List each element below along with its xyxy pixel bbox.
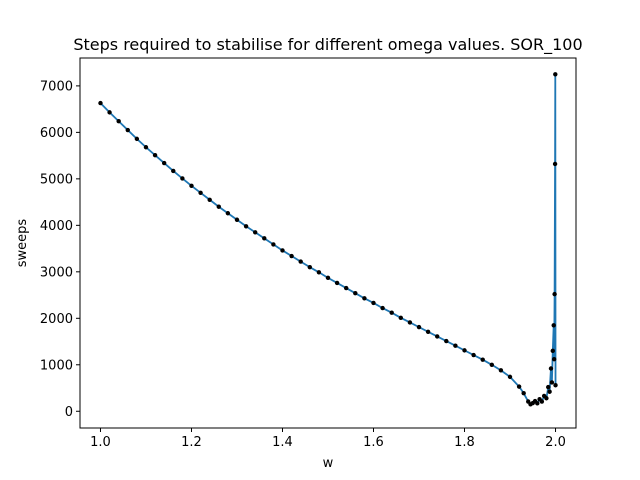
data-point (552, 161, 558, 167)
y-tick-label: 1000 (40, 358, 73, 373)
data-point (480, 357, 485, 362)
data-point (552, 291, 557, 297)
data-point (425, 329, 431, 334)
data-point (353, 291, 358, 296)
data-point (180, 176, 185, 181)
data-point (398, 315, 404, 321)
data-point (444, 338, 449, 344)
x-tick-label: 1.2 (181, 435, 202, 450)
data-point (546, 384, 551, 390)
data-point (271, 242, 276, 247)
data-point (548, 366, 554, 371)
data-point (453, 343, 458, 348)
data-point (216, 204, 221, 209)
x-tick-label: 1.8 (454, 435, 475, 450)
data-point (161, 160, 167, 166)
data-point (362, 296, 367, 301)
data-point (489, 362, 495, 367)
y-tick-label: 7000 (40, 79, 73, 94)
x-tick-label: 1.6 (363, 435, 384, 450)
y-tick-label: 0 (65, 405, 73, 420)
data-point (107, 110, 112, 115)
data-point (116, 119, 121, 124)
axis-ticks: 1.0 1.2 1.4 1.6 1.8 2.0 0 1000 2000 3000 4000 5000 6… (40, 79, 566, 450)
data-point (198, 190, 203, 195)
y-tick-label: 5000 (40, 172, 73, 187)
x-tick-label: 1.0 (90, 435, 111, 450)
data-point (225, 211, 231, 216)
data-point (134, 136, 140, 142)
data-point (551, 357, 557, 362)
x-axis-label: w (323, 456, 334, 471)
data-point (471, 352, 476, 358)
data-point (189, 183, 194, 189)
data-point (551, 323, 556, 328)
data-point (553, 383, 558, 388)
data-point (371, 300, 376, 306)
data-point (535, 401, 540, 406)
chart-title: Steps required to stabilise for differen… (73, 35, 582, 55)
data-point (243, 224, 249, 229)
data-point (416, 324, 422, 330)
data-point (262, 236, 267, 241)
y-tick-label: 6000 (40, 126, 73, 141)
data-point (125, 127, 130, 133)
data-point (316, 270, 322, 275)
data-point (98, 100, 103, 106)
data-point (550, 348, 555, 354)
data-point (207, 197, 212, 202)
x-tick-label: 1.4 (272, 435, 293, 450)
data-point (435, 334, 440, 339)
data-point (234, 217, 240, 222)
axes-frame (79, 57, 577, 429)
data-point (521, 390, 526, 396)
data-point (544, 396, 549, 401)
x-tick-label: 2.0 (545, 435, 566, 450)
data-point (389, 310, 394, 315)
data-point (252, 230, 258, 235)
data-point (539, 399, 545, 404)
data-point (549, 380, 555, 385)
data-point (553, 72, 558, 77)
data-point (516, 384, 522, 389)
data-point (307, 264, 312, 270)
data-point (547, 389, 552, 394)
data-point (298, 259, 303, 264)
data-point (407, 320, 413, 325)
data-point (325, 275, 331, 281)
y-tick-label: 4000 (40, 219, 73, 234)
data-point (171, 168, 176, 174)
data-point (380, 305, 385, 311)
y-tick-label: 3000 (40, 265, 73, 280)
y-axis-label: sweeps (15, 219, 30, 268)
data-point (462, 348, 467, 353)
data-point (507, 374, 513, 380)
data-point (334, 280, 340, 286)
data-point (143, 145, 149, 150)
data-point (498, 368, 504, 373)
data-point (289, 253, 294, 259)
y-tick-label: 2000 (40, 312, 73, 327)
data-point (152, 152, 158, 158)
data-point (344, 285, 349, 291)
data-point (280, 248, 285, 253)
plot-area (98, 72, 558, 407)
